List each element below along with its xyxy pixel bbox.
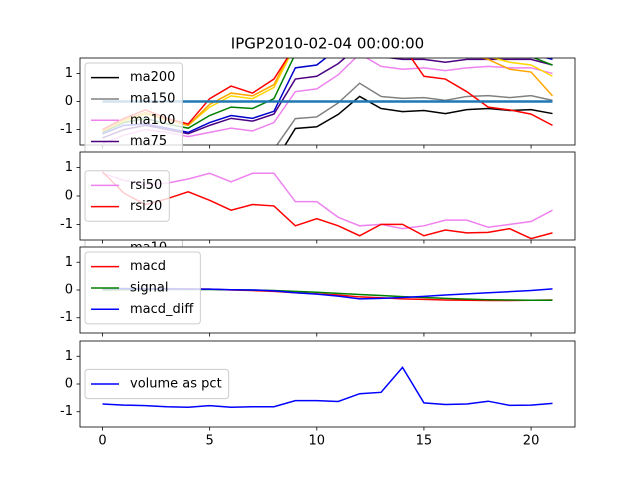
series-line xyxy=(102,366,553,409)
y-tick-label: 1 xyxy=(65,160,73,175)
x-tick-label: 10 xyxy=(309,434,326,449)
chart-title: IPGP2010-02-04 00:00:00 xyxy=(231,35,424,53)
x-tick-label: 0 xyxy=(98,434,106,449)
series-line xyxy=(102,172,553,230)
y-tick-label: 0 xyxy=(65,377,73,392)
legend: macd signal macd_diff xyxy=(84,251,201,325)
plot-area xyxy=(101,171,553,240)
y-tick-label: -1 xyxy=(60,217,73,232)
legend-label: rsi50 xyxy=(130,178,162,193)
legend-label: ma100 xyxy=(130,113,175,128)
y-tick-label: -1 xyxy=(60,310,73,325)
series-line xyxy=(275,82,553,145)
x-tick-label: 15 xyxy=(416,434,433,449)
legend-box xyxy=(84,251,201,325)
plot-area xyxy=(102,366,553,409)
series-line xyxy=(101,171,553,240)
legend-label: ma75 xyxy=(130,134,167,149)
x-tick-label: 20 xyxy=(523,434,540,449)
legend-label: ma200 xyxy=(130,70,175,85)
series-line xyxy=(284,95,553,145)
legend-label: signal xyxy=(130,280,168,295)
y-tick-label: -1 xyxy=(60,122,73,137)
legend-label: volume as pct xyxy=(130,377,222,392)
y-tick-label: 0 xyxy=(65,283,73,298)
y-tick-label: 1 xyxy=(65,349,73,364)
y-tick-label: -1 xyxy=(60,404,73,419)
legend-box xyxy=(84,170,170,222)
y-tick-label: 1 xyxy=(65,66,73,81)
legend: rsi50 rsi20 xyxy=(84,170,170,222)
y-tick-label: 1 xyxy=(65,255,73,270)
legend-box xyxy=(84,368,230,400)
legend: volume as pct xyxy=(84,368,230,400)
y-tick-label: 0 xyxy=(65,189,73,204)
legend-label: macd_diff xyxy=(130,302,194,317)
legend-label: macd xyxy=(130,259,166,274)
x-tick-label: 5 xyxy=(206,434,214,449)
y-tick-label: 0 xyxy=(65,94,73,109)
legend-label: ma150 xyxy=(130,91,175,106)
legend-label: rsi20 xyxy=(130,199,162,214)
